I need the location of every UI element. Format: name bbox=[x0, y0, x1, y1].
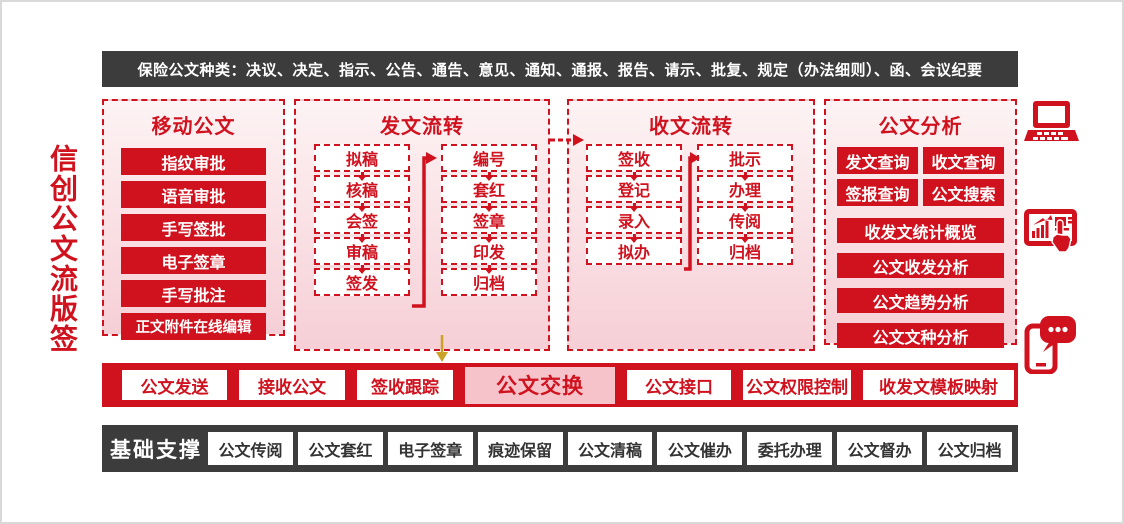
foundation-chip: 电子签章 bbox=[387, 432, 473, 465]
exchange-chip: 公文权限控制 bbox=[743, 370, 851, 400]
panel-mobile-title: 移动公文 bbox=[151, 114, 236, 138]
flow-step: 签收 bbox=[586, 144, 682, 181]
analysis-report-chip: 收发文统计概览 bbox=[837, 218, 1004, 243]
panel-analysis-title: 公文分析 bbox=[878, 114, 963, 138]
down-arrow-icon bbox=[740, 172, 750, 181]
foundation-chip: 公文归档 bbox=[927, 432, 1013, 465]
analysis-report-list: 收发文统计概览 公文收发分析 公文趋势分析 公文文种分析 bbox=[826, 206, 1015, 348]
panel-mobile-docs: 移动公文 指纹审批 语音审批 手写签批 电子签章 手写批注 正文附件在线编辑 bbox=[102, 99, 285, 340]
mobile-feature-chip: 电子签章 bbox=[121, 247, 266, 274]
flow-node: 拟稿 bbox=[314, 144, 410, 172]
down-arrow-icon bbox=[357, 234, 367, 243]
analysis-query-chip: 公文搜索 bbox=[923, 179, 1004, 206]
panel-doc-analysis: 公文分析 发文查询 收文查询 签报查询 公文搜索 收发文统计概览 公文收发分析 … bbox=[824, 99, 1017, 348]
outgoing-to-incoming-arrow bbox=[550, 134, 584, 146]
flow-node: 编号 bbox=[441, 144, 537, 172]
panel-outgoing-flow: 发文流转 拟稿 核稿 会签 审稿 bbox=[294, 99, 550, 351]
foundation-chip: 委托办理 bbox=[747, 432, 833, 465]
panel-incoming-flow: 收文流转 签收 登记 录入 拟办 bbox=[567, 99, 815, 351]
analysis-query-chip: 收文查询 bbox=[923, 147, 1004, 174]
mobile-feature-chip: 手写签批 bbox=[121, 214, 266, 241]
down-arrow-icon bbox=[484, 172, 494, 181]
mobile-feature-chip: 手写批注 bbox=[121, 280, 266, 307]
down-arrow-icon bbox=[629, 203, 639, 212]
flow-to-exchange-arrow bbox=[436, 335, 448, 362]
foundation-list: 公文传阅 公文套红 电子签章 痕迹保留 公文清稿 公文催办 委托办理 公文督办 … bbox=[208, 432, 1013, 465]
outgoing-right-flow: 编号 套红 签章 印发 归档 bbox=[441, 144, 537, 296]
flow-node: 印发 bbox=[441, 237, 537, 265]
down-arrow-icon bbox=[740, 234, 750, 243]
panel-outgoing-title: 发文流转 bbox=[380, 114, 464, 138]
incoming-right-flow: 批示 办理 传阅 归档 bbox=[697, 144, 793, 265]
mobile-feature-chip: 正文附件在线编辑 bbox=[121, 313, 266, 340]
flow-step: 印发 bbox=[441, 237, 537, 274]
exchange-chip: 接收公文 bbox=[239, 370, 345, 400]
flow-step: 登记 bbox=[586, 175, 682, 212]
down-arrow-icon bbox=[629, 234, 639, 243]
analysis-query-chip: 发文查询 bbox=[837, 147, 918, 174]
foundation-label: 基础支撑 bbox=[110, 437, 202, 462]
foundation-chip: 公文催办 bbox=[657, 432, 743, 465]
panel-incoming-title: 收文流转 bbox=[649, 114, 733, 138]
side-title: 信创公文流版签 bbox=[46, 144, 79, 354]
exchange-chip: 公文交换 bbox=[465, 366, 615, 404]
mobile-feature-chip: 指纹审批 bbox=[121, 148, 266, 175]
analysis-report-chip: 公文收发分析 bbox=[837, 253, 1004, 278]
foundation-chip: 公文套红 bbox=[297, 432, 383, 465]
flow-step: 签章 bbox=[441, 206, 537, 243]
outgoing-left-flow: 拟稿 核稿 会签 审稿 签发 bbox=[314, 144, 410, 296]
exchange-chip: 签收跟踪 bbox=[357, 370, 453, 400]
foundation-bar: 基础支撑 公文传阅 公文套红 电子签章 痕迹保留 公文清稿 公文催办 委托办理 … bbox=[102, 425, 1018, 472]
exchange-bar: 公文发送 接收公文 签收跟踪 公文交换 公文接口 公文权限控制 收发文模板映射 bbox=[102, 363, 1018, 407]
tablet-analytics-icon bbox=[1023, 208, 1081, 260]
down-arrow-icon bbox=[484, 234, 494, 243]
exchange-chip: 公文发送 bbox=[122, 370, 227, 400]
analysis-report-chip: 公文趋势分析 bbox=[837, 288, 1004, 313]
phone-chat-icon bbox=[1023, 316, 1077, 374]
analysis-query-grid: 发文查询 收文查询 签报查询 公文搜索 bbox=[826, 139, 1015, 206]
down-arrow-icon bbox=[484, 265, 494, 274]
down-arrow-icon bbox=[357, 203, 367, 212]
down-arrow-icon bbox=[357, 265, 367, 274]
mobile-feature-chip: 语音审批 bbox=[121, 181, 266, 208]
flow-node: 登记 bbox=[586, 175, 682, 203]
down-arrow-icon bbox=[740, 203, 750, 212]
flow-node: 批示 bbox=[697, 144, 793, 172]
laptop-icon bbox=[1023, 101, 1079, 143]
flow-node: 签收 bbox=[586, 144, 682, 172]
exchange-chip: 公文接口 bbox=[627, 370, 731, 400]
analysis-report-chip: 公文文种分析 bbox=[837, 323, 1004, 348]
exchange-chip: 收发文模板映射 bbox=[863, 370, 1014, 400]
flow-step: 编号 bbox=[441, 144, 537, 181]
down-arrow-icon bbox=[484, 203, 494, 212]
foundation-chip: 公文督办 bbox=[837, 432, 923, 465]
foundation-chip: 公文清稿 bbox=[567, 432, 653, 465]
down-arrow-icon bbox=[357, 172, 367, 181]
foundation-chip: 痕迹保留 bbox=[477, 432, 563, 465]
document-types-banner: 保险公文种类：决议、决定、指示、公告、通告、意见、通知、通报、报告、请示、批复、… bbox=[102, 51, 1018, 87]
down-arrow-icon bbox=[629, 172, 639, 181]
mobile-feature-list: 指纹审批 语音审批 手写签批 电子签章 手写批注 正文附件在线编辑 bbox=[104, 139, 283, 340]
flow-step: 批示 bbox=[697, 144, 793, 181]
flow-node: 签章 bbox=[441, 206, 537, 234]
foundation-chip: 公文传阅 bbox=[208, 432, 293, 465]
analysis-query-chip: 签报查询 bbox=[837, 179, 918, 206]
incoming-left-flow: 签收 登记 录入 拟办 bbox=[586, 144, 682, 265]
flow-step: 拟稿 bbox=[314, 144, 410, 181]
